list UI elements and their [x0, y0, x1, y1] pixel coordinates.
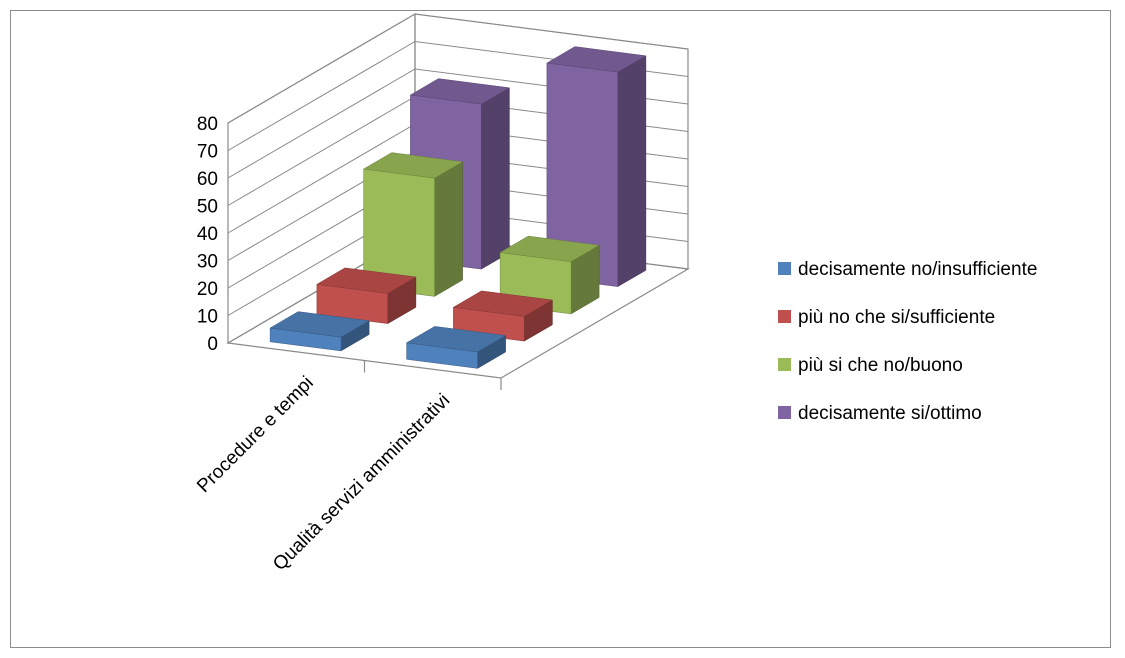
bar-side-face	[434, 161, 463, 297]
legend-swatch	[778, 310, 791, 323]
bar-top-face	[452, 290, 554, 317]
chart-svg: 0 10 20 30 40 50 60 70 80 Procedure e tempiQuali…	[193, 12, 1037, 575]
bar-top-face	[269, 311, 370, 338]
legend-label: decisamente si/ottimo	[798, 403, 982, 424]
x-category-label: Qualità servizi amministrativi	[269, 390, 454, 575]
bar-top-face	[316, 267, 417, 294]
chart-bars	[269, 46, 647, 369]
y-tick-label: 50	[197, 197, 218, 218]
legend-item: decisamente no/insufficiente	[778, 259, 1037, 280]
bar-pi-si-che-no-buono-0	[362, 152, 464, 297]
bar-top-face	[362, 152, 464, 179]
bar-pi-no-che-si-sufficiente-0	[316, 267, 417, 325]
bar-top-face	[409, 78, 511, 105]
bar-top-face	[405, 326, 507, 353]
y-tick-label: 30	[197, 252, 218, 273]
bar-side-face	[481, 87, 510, 270]
y-tick-label: 80	[197, 114, 218, 135]
legend-item: più si che no/buono	[778, 355, 963, 376]
legend-item: decisamente si/ottimo	[778, 403, 982, 424]
bar-decisamente-no-insufficiente-1	[405, 326, 507, 369]
y-tick-label: 0	[207, 334, 218, 355]
legend-swatch	[778, 262, 791, 275]
bar-top-face	[499, 235, 600, 262]
y-axis-ticks: 0 10 20 30 40 50 60 70 80	[197, 114, 218, 355]
legend-label: più no che si/sufficiente	[798, 307, 995, 328]
legend-label: più si che no/buono	[798, 355, 963, 376]
bar-top-face	[546, 46, 647, 73]
y-tick-label: 70	[197, 142, 218, 163]
bar-side-face	[617, 55, 647, 288]
y-tick-label: 60	[197, 169, 218, 190]
legend-swatch	[778, 406, 791, 419]
chart-legend: decisamente no/insufficiente più no che s…	[778, 259, 1037, 424]
chart-frame: 0 10 20 30 40 50 60 70 80 Procedure e tempi Quali…	[10, 10, 1111, 648]
legend-item: più no che si/sufficiente	[778, 307, 995, 328]
x-category-label: Procedure e tempi	[193, 372, 318, 497]
y-tick-label: 10	[197, 307, 218, 328]
y-tick-label: 20	[197, 279, 218, 300]
bar-decisamente-no-insufficiente-0	[269, 311, 370, 352]
y-tick-label: 40	[197, 224, 218, 245]
gridline	[227, 13, 689, 124]
legend-label: decisamente no/insufficiente	[798, 259, 1037, 280]
legend-swatch	[778, 358, 791, 371]
